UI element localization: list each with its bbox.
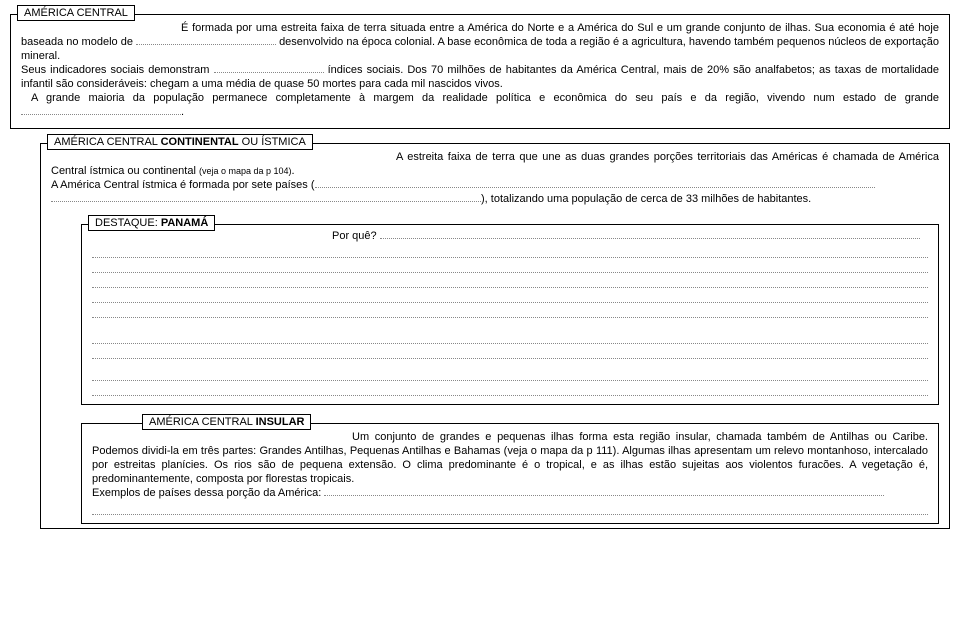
text: .	[181, 106, 184, 118]
label-bold: INSULAR	[256, 416, 305, 428]
text: Um conjunto de grandes e pequenas ilhas …	[92, 431, 928, 485]
section-label-america-central: AMÉRICA CENTRAL	[17, 5, 135, 21]
text: desenvolvido na época colonial. A base e…	[21, 36, 939, 62]
para-3: A grande maioria da população permanece …	[21, 91, 939, 119]
blank	[136, 44, 276, 45]
label-bold: CONTINENTAL	[161, 136, 239, 148]
label-pre: AMÉRICA CENTRAL	[149, 416, 256, 428]
text: Exemplos de países dessa porção da Améri…	[92, 487, 321, 499]
section-america-central: AMÉRICA CENTRAL É formada por uma estrei…	[10, 14, 950, 129]
blank	[214, 72, 324, 73]
section-label-destaque: DESTAQUE: PANAMÁ	[88, 215, 215, 231]
text: ), totalizando uma população de cerca de…	[481, 193, 811, 205]
para-2: A América Central ístmica é formada por …	[51, 178, 939, 192]
section-label-continental: AMÉRICA CENTRAL CONTINENTAL OU ÍSTMICA	[47, 134, 313, 150]
label-pre: AMÉRICA CENTRAL	[54, 136, 161, 148]
section-insular: AMÉRICA CENTRAL INSULAR Um conjunto de g…	[81, 423, 939, 524]
blank-line	[92, 278, 928, 288]
text: A estreita faixa de terra que une as dua…	[51, 151, 939, 177]
question-text: Por quê?	[332, 230, 377, 242]
blank	[315, 187, 875, 188]
text: A América Central ístmica é formada por …	[51, 179, 315, 191]
blank-line	[92, 505, 928, 515]
blank	[380, 238, 920, 239]
para-1: É formada por uma estreita faixa de terr…	[21, 21, 939, 63]
label-post: OU ÍSTMICA	[239, 136, 306, 148]
blank-line	[92, 369, 928, 381]
blank-line	[92, 349, 928, 359]
section-label-insular: AMÉRICA CENTRAL INSULAR	[142, 414, 311, 430]
blank-line	[92, 248, 928, 258]
blank-line	[92, 263, 928, 273]
section-continental: AMÉRICA CENTRAL CONTINENTAL OU ÍSTMICA A…	[40, 143, 950, 530]
para-2: Exemplos de países dessa porção da Améri…	[92, 486, 928, 500]
text: A grande maioria da população permanece …	[31, 92, 939, 104]
blank-line	[92, 336, 928, 344]
section-destaque: DESTAQUE: PANAMÁ Por quê?	[81, 224, 939, 405]
blank	[51, 201, 481, 202]
para-1: Um conjunto de grandes e pequenas ilhas …	[92, 430, 928, 486]
para-1: A estreita faixa de terra que une as dua…	[51, 150, 939, 178]
label-bold: PANAMÁ	[161, 217, 208, 229]
label-pre: DESTAQUE:	[95, 217, 161, 229]
blank-line	[92, 293, 928, 303]
text: .	[292, 165, 295, 177]
blank	[21, 114, 181, 115]
text: Seus indicadores sociais demonstram	[21, 64, 209, 76]
blank-line	[92, 386, 928, 396]
label-text: AMÉRICA CENTRAL	[24, 7, 128, 19]
blank-line	[92, 308, 928, 318]
para-2b: ), totalizando uma população de cerca de…	[51, 192, 939, 206]
para-2: Seus indicadores sociais demonstram índi…	[21, 63, 939, 91]
small-text: (veja o mapa da p 104)	[199, 166, 292, 176]
question-line: Por quê?	[92, 229, 928, 243]
blank	[324, 495, 884, 496]
